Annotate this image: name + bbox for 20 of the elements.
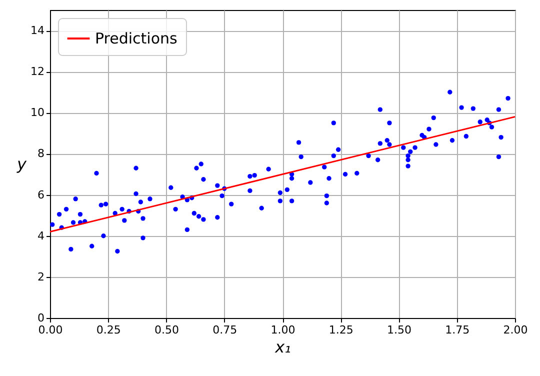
y-tick-label: 8	[38, 147, 44, 160]
y-tick-label: 4	[38, 229, 44, 242]
x-tick-label: 0.00	[38, 324, 63, 336]
y-tick-label: 14	[30, 24, 44, 38]
x-tick-label: 0.75	[212, 324, 238, 336]
y-tick-label: 2	[38, 270, 44, 284]
x-tick-label: 1.00	[270, 324, 296, 336]
y-tick-label: 10	[30, 106, 44, 120]
y-axis-title: y	[16, 154, 28, 174]
x-tick-label: 1.25	[328, 324, 354, 336]
y-tick-label: 6	[38, 188, 44, 202]
x-tick-label: 2.00	[503, 324, 528, 336]
x-tick-label: 1.50	[387, 324, 412, 336]
x-tick-label: 0.50	[154, 324, 179, 336]
x-axis-title: x₁	[274, 338, 291, 356]
y-tick-label: 0	[38, 312, 44, 324]
y-tick-label: 12	[30, 65, 44, 78]
legend-label: Predictions	[95, 30, 178, 48]
x-tick-label: 1.75	[445, 324, 470, 336]
x-tick-label: 0.25	[96, 324, 121, 336]
